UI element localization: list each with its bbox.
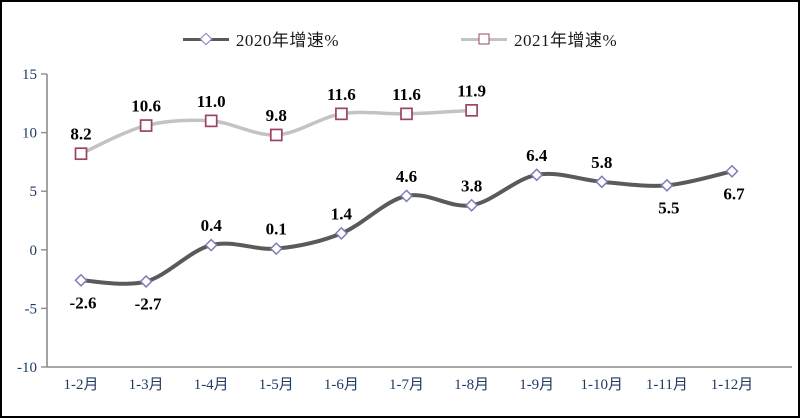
diamond-marker-icon[interactable] xyxy=(465,198,479,212)
x-tick-label: 1-3月 xyxy=(129,377,164,393)
x-tick-label: 1-4月 xyxy=(194,377,229,393)
y-tick-label: -5 xyxy=(25,301,38,317)
data-label: 6.4 xyxy=(526,146,548,165)
diamond-marker-icon[interactable] xyxy=(139,274,153,289)
square-marker-icon[interactable] xyxy=(204,114,218,128)
x-tick-label: 1-8月 xyxy=(454,377,489,393)
legend-item-2020[interactable]: 2020年增速% xyxy=(182,26,339,51)
square-marker-icon xyxy=(478,33,490,44)
x-tick-label: 1-7月 xyxy=(389,377,424,393)
data-label: 8.2 xyxy=(70,125,91,144)
series-line-2020 xyxy=(79,169,734,286)
diamond-marker-icon[interactable] xyxy=(269,242,283,256)
data-label: 0.4 xyxy=(201,216,223,235)
diamond-marker-icon[interactable] xyxy=(74,273,88,287)
diamond-marker-icon[interactable] xyxy=(334,226,348,240)
diamond-marker-icon xyxy=(199,32,213,45)
y-tick-label: 0 xyxy=(30,243,38,259)
legend-item-2021[interactable]: 2021年增速% xyxy=(461,26,617,51)
x-tick-label: 1-9月 xyxy=(519,377,554,393)
legend-label-2020: 2020年增速% xyxy=(235,31,339,50)
data-label: 4.6 xyxy=(396,167,417,186)
data-label: 11.6 xyxy=(392,85,421,104)
data-label: 6.7 xyxy=(723,184,745,203)
diamond-marker-icon[interactable] xyxy=(725,164,739,178)
data-label: 11.0 xyxy=(197,92,226,111)
x-tick-label: 1-10月 xyxy=(581,377,624,393)
data-label: 0.1 xyxy=(266,220,287,239)
legend-swatch-2021 xyxy=(461,31,507,47)
x-tick-label: 1-6月 xyxy=(324,377,359,393)
y-tick-label: 5 xyxy=(30,184,38,200)
square-marker-icon[interactable] xyxy=(74,147,88,161)
x-tick-label: 1-5月 xyxy=(259,377,294,393)
y-tick-label: 15 xyxy=(22,67,37,83)
diamond-marker-icon[interactable] xyxy=(660,178,674,192)
data-label: -2.7 xyxy=(135,294,162,313)
diamond-marker-icon[interactable] xyxy=(399,189,414,203)
diamond-marker-icon[interactable] xyxy=(204,238,218,252)
square-marker-icon[interactable] xyxy=(335,107,348,121)
data-label: 5.5 xyxy=(658,198,679,217)
x-tick-label: 1-11月 xyxy=(646,377,688,393)
square-marker-icon[interactable] xyxy=(400,107,413,121)
chart-legend: 2020年增速% 2021年增速% xyxy=(2,26,798,51)
y-tick-label: -10 xyxy=(17,360,37,376)
square-marker-icon[interactable] xyxy=(139,119,153,132)
data-label: 9.8 xyxy=(266,106,287,125)
data-label: 1.4 xyxy=(331,204,353,223)
data-label: 3.8 xyxy=(461,176,482,195)
square-marker-icon[interactable] xyxy=(465,103,478,117)
y-tick-label: 10 xyxy=(22,126,37,142)
square-marker-icon[interactable] xyxy=(269,128,283,142)
diamond-marker-icon[interactable] xyxy=(530,168,544,182)
legend-label-2021: 2021年增速% xyxy=(514,31,618,50)
data-label: 10.6 xyxy=(131,97,161,116)
data-label: 5.8 xyxy=(591,153,612,172)
x-tick-label: 1-2月 xyxy=(64,377,99,393)
diamond-marker-icon[interactable] xyxy=(595,175,609,189)
data-label: -2.6 xyxy=(70,293,97,312)
x-tick-label: 1-12月 xyxy=(711,377,754,393)
legend-swatch-2020 xyxy=(182,31,229,47)
data-label: 11.6 xyxy=(327,85,356,104)
data-label: 11.9 xyxy=(457,81,486,100)
